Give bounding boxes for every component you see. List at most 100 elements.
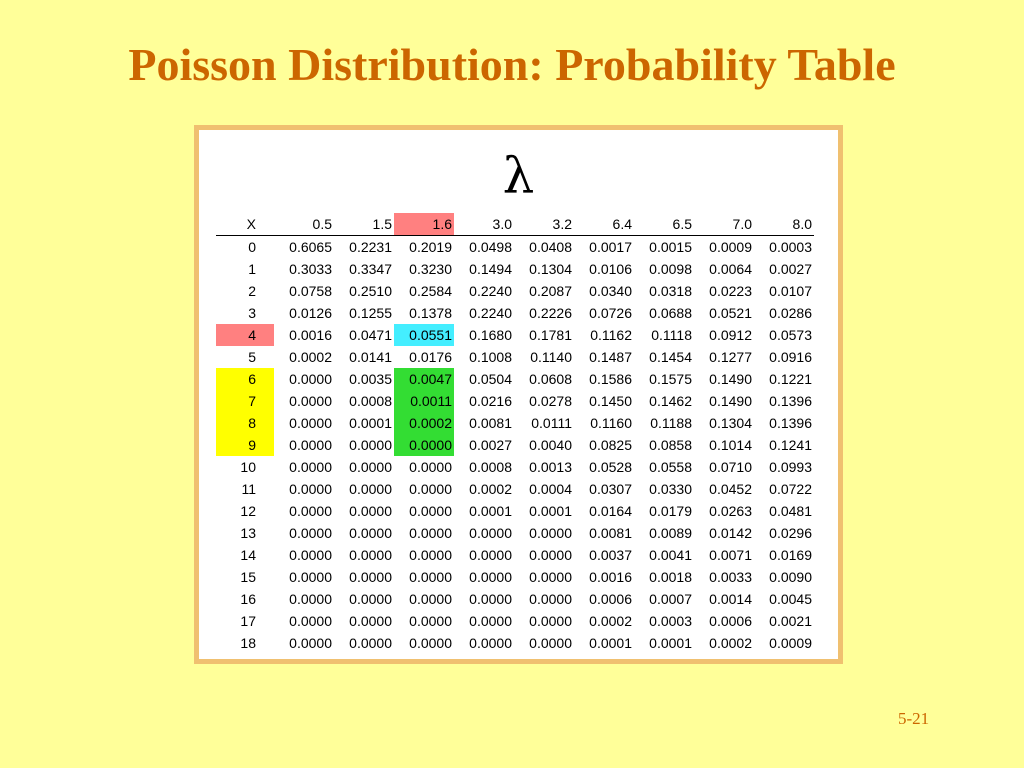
probability-cell: 0.0481 [769,503,812,519]
probability-cell: 0.1396 [769,393,812,409]
probability-cell: 0.0726 [589,305,632,321]
probability-cell: 0.0000 [529,635,572,651]
x-value-cell: 15 [240,569,256,585]
probability-cell: 0.1014 [709,437,752,453]
probability-cell: 0.0001 [589,635,632,651]
probability-cell: 0.0013 [529,459,572,475]
probability-cell: 0.0016 [289,327,332,343]
probability-cell: 0.0916 [769,349,812,365]
probability-cell: 0.1241 [769,437,812,453]
table-row: 8 0.0000 0.0001 0.0002 0.0081 0.0111 0.1160 0.1… [216,412,814,434]
probability-cell: 0.0000 [289,569,332,585]
probability-cell: 0.1781 [529,327,572,343]
probability-cell: 0.0000 [469,613,512,629]
probability-cell: 0.0471 [349,327,392,343]
table-row: 14 0.0000 0.0000 0.0000 0.0000 0.0000 0.0037 0.… [216,544,814,566]
table-row: 3 0.0126 0.1255 0.1378 0.2240 0.2226 0.0726 0.0… [216,302,814,324]
table-row: 13 0.0000 0.0000 0.0000 0.0000 0.0000 0.0081 0.… [216,522,814,544]
probability-cell: 0.0016 [589,569,632,585]
probability-cell: 0.0169 [769,547,812,563]
probability-cell: 0.1462 [649,393,692,409]
x-value-cell: 5 [248,349,256,365]
probability-cell: 0.0521 [709,305,752,321]
probability-cell: 0.0000 [409,613,452,629]
probability-cell: 0.0164 [589,503,632,519]
probability-cell: 0.1188 [650,415,692,431]
probability-cell: 0.1118 [651,327,692,343]
probability-cell: 0.2087 [529,283,572,299]
probability-cell: 0.0000 [529,569,572,585]
probability-cell: 0.0000 [289,459,332,475]
table-row: 5 0.0002 0.0141 0.0176 0.1008 0.1140 0.1487 0.1… [216,346,814,368]
probability-cell: 0.0000 [529,613,572,629]
probability-cell: 0.0223 [709,283,752,299]
probability-cell: 0.0000 [349,635,392,651]
probability-cell: 0.0037 [589,547,632,563]
probability-cell: 0.0000 [409,481,452,497]
probability-cell: 0.0027 [769,261,812,277]
probability-cell: 0.0047 [394,368,454,390]
probability-cell: 0.0722 [769,481,812,497]
probability-cell: 0.0001 [349,415,392,431]
probability-cell: 0.0000 [289,371,332,387]
probability-cell: 0.1396 [769,415,812,431]
probability-cell: 0.0000 [409,591,452,607]
probability-cell: 0.0126 [289,305,332,321]
probability-cell: 0.1490 [709,371,752,387]
table-row: 10 0.0000 0.0000 0.0000 0.0008 0.0013 0.0528 0.… [216,456,814,478]
probability-cell: 0.0081 [469,415,512,431]
lambda-symbol: λ [502,147,535,205]
probability-cell: 0.0004 [529,481,572,497]
probability-cell: 0.0007 [649,591,692,607]
probability-cell: 0.0035 [349,371,392,387]
probability-cell: 0.0002 [394,412,454,434]
probability-cell: 0.0000 [349,459,392,475]
table-row: 7 0.0000 0.0008 0.0011 0.0216 0.0278 0.1450 0.1… [216,390,814,412]
probability-cell: 0.0001 [469,503,512,519]
x-value-cell: 16 [240,591,256,607]
x-value-cell: 0 [248,239,256,255]
table-row: 16 0.0000 0.0000 0.0000 0.0000 0.0000 0.0006 0.… [216,588,814,610]
probability-cell: 0.2510 [349,283,392,299]
x-value-cell: 3 [248,305,256,321]
probability-cell: 0.0000 [349,525,392,541]
probability-cell: 0.0089 [649,525,692,541]
column-header-lambda: 7.0 [694,213,754,236]
probability-cell: 0.0027 [469,437,512,453]
x-value-cell: 6 [216,368,274,390]
probability-cell: 0.0071 [709,547,752,563]
probability-cell: 0.0002 [469,481,512,497]
probability-cell: 0.1255 [349,305,392,321]
slide-number: 5-21 [898,709,930,728]
probability-cell: 0.0551 [394,324,454,346]
probability-cell: 0.1277 [709,349,752,365]
probability-cell: 0.1160 [590,415,632,431]
probability-cell: 0.2231 [349,239,392,255]
probability-cell: 0.1680 [469,327,512,343]
probability-cell: 0.2240 [469,283,512,299]
probability-cell: 0.1487 [589,349,632,365]
probability-cell: 0.0040 [529,437,572,453]
probability-cell: 0.0000 [409,569,452,585]
probability-cell: 0.0330 [649,481,692,497]
probability-cell: 0.0002 [289,349,332,365]
probability-cell: 0.3230 [409,261,452,277]
probability-cell: 0.0000 [289,547,332,563]
probability-cell: 0.0141 [349,349,392,365]
probability-cell: 0.0340 [589,283,632,299]
column-header-lambda: 6.4 [574,213,634,236]
probability-cell: 0.0006 [589,591,632,607]
probability-cell: 0.0090 [769,569,812,585]
x-value-cell: 10 [240,459,256,475]
x-value-cell: 7 [216,390,274,412]
x-value-cell: 13 [240,525,256,541]
probability-cell: 0.0858 [649,437,692,453]
probability-cell: 0.0000 [289,635,332,651]
probability-cell: 0.0504 [469,371,512,387]
probability-cell: 0.0001 [529,503,572,519]
probability-cell: 0.0064 [709,261,752,277]
probability-cell: 0.0033 [709,569,752,585]
x-value-cell: 17 [240,613,256,629]
probability-cell: 0.0107 [769,283,812,299]
probability-cell: 0.0106 [589,261,632,277]
